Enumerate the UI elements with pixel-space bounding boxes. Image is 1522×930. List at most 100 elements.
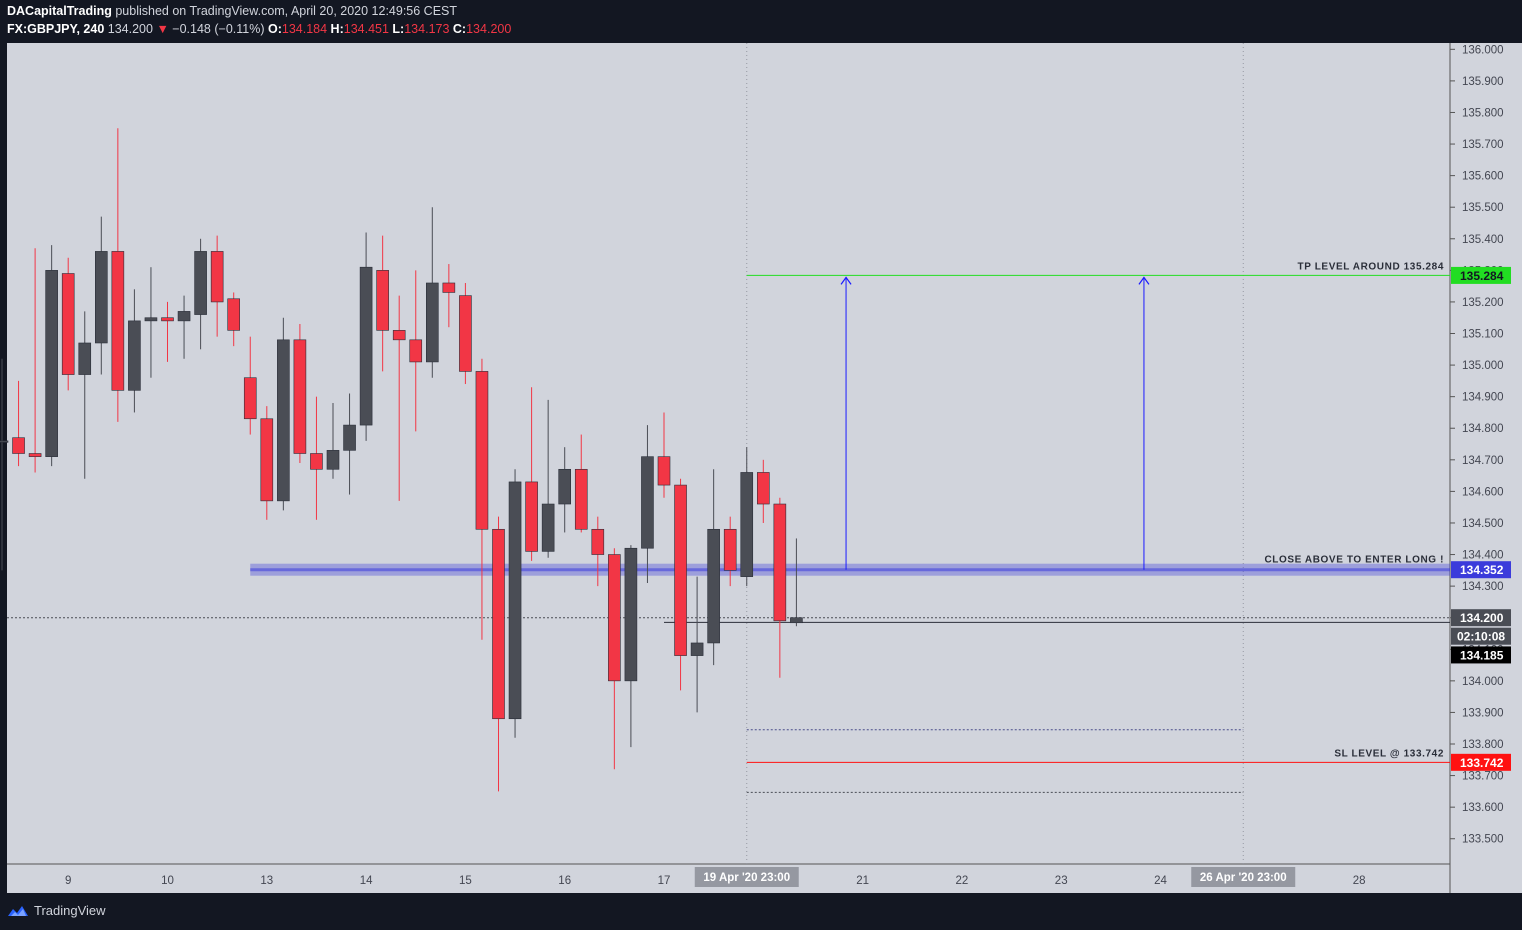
candle[interactable] <box>144 267 158 378</box>
y-tick-label: 134.300 <box>1462 581 1504 593</box>
candle[interactable] <box>475 358 489 640</box>
x-tick-label: 9 <box>65 875 71 887</box>
y-tick-label: 133.900 <box>1462 707 1504 719</box>
candle[interactable] <box>260 406 274 520</box>
candle[interactable] <box>442 264 456 328</box>
candle[interactable] <box>674 478 687 691</box>
y-tick-label: 135.100 <box>1462 329 1504 341</box>
sl-price-tag[interactable]: 133.742 <box>1451 753 1511 771</box>
tp-target-arrow[interactable] <box>1138 276 1150 570</box>
candle[interactable] <box>740 447 754 587</box>
x-tick-label: 15 <box>459 875 472 887</box>
candle-body <box>442 282 456 293</box>
candle[interactable] <box>723 516 737 587</box>
candle[interactable] <box>128 289 141 413</box>
candle[interactable] <box>0 358 9 571</box>
time-marker-tag[interactable]: 26 Apr '20 23:00 <box>1191 867 1296 887</box>
candle-body <box>260 418 274 502</box>
candle[interactable] <box>243 336 257 435</box>
time-marker-bg <box>1191 867 1296 887</box>
candle[interactable] <box>392 295 406 501</box>
candle[interactable] <box>525 387 538 561</box>
candle-body <box>293 339 307 454</box>
close-label: C: <box>452 22 467 36</box>
candle[interactable] <box>459 282 472 385</box>
arrow-head <box>840 276 852 285</box>
candle-body <box>591 528 605 555</box>
candle[interactable] <box>326 402 340 479</box>
candle[interactable] <box>61 257 75 391</box>
close-value: 134.200 <box>466 22 512 36</box>
candle[interactable] <box>194 238 207 350</box>
candle[interactable] <box>574 434 588 533</box>
candle[interactable] <box>624 545 638 748</box>
plot-area[interactable] <box>7 43 1450 864</box>
price-axis[interactable] <box>1450 43 1522 864</box>
candle-body <box>161 317 174 322</box>
candle-body <box>128 320 141 391</box>
y-tick-label: 135.200 <box>1462 297 1504 309</box>
candle[interactable] <box>773 497 787 678</box>
sl-price-tag-text: 133.742 <box>1460 756 1504 770</box>
y-tick-label: 135.700 <box>1462 139 1504 151</box>
candle[interactable] <box>376 235 389 372</box>
candle[interactable] <box>12 380 25 467</box>
candle[interactable] <box>790 538 803 627</box>
candle[interactable] <box>591 516 605 587</box>
down-triangle-icon: ▼ <box>156 22 169 36</box>
candle-body <box>608 554 621 682</box>
candle[interactable] <box>641 425 654 583</box>
candle-body <box>459 295 472 372</box>
y-tick-label: 134.900 <box>1462 392 1504 404</box>
candle[interactable] <box>45 245 58 467</box>
y-tick-label: 133.700 <box>1462 771 1504 783</box>
candle[interactable] <box>343 393 356 495</box>
candle[interactable] <box>161 301 174 362</box>
candle[interactable] <box>492 516 505 792</box>
candle-body <box>475 371 489 530</box>
candle[interactable] <box>95 216 108 375</box>
entry-price-tag[interactable]: 134.352 <box>1451 561 1511 579</box>
candle-body <box>111 251 125 391</box>
price-chart[interactable]: TP LEVEL AROUND 135.284 CLOSE ABOVE TO EN… <box>0 0 1522 893</box>
candle-body <box>95 251 108 344</box>
marker-price-tag[interactable]: 134.185 <box>1451 646 1511 664</box>
candle[interactable] <box>425 207 439 378</box>
candle[interactable] <box>657 412 671 498</box>
last-price-tag[interactable]: 134.200 <box>1451 609 1511 627</box>
candle[interactable] <box>227 292 240 347</box>
candle[interactable] <box>277 317 290 511</box>
tp-target-arrow[interactable] <box>840 276 852 570</box>
candle[interactable] <box>608 548 621 770</box>
price-change: −0.148 (−0.11%) <box>172 22 265 36</box>
time-marker-tag[interactable]: 19 Apr '20 23:00 <box>694 867 799 887</box>
symbol-name[interactable]: FX:GBPJPY <box>7 22 77 36</box>
tp-price-tag[interactable]: 135.284 <box>1451 266 1511 284</box>
candle[interactable] <box>293 324 307 463</box>
interval-label[interactable]: 240 <box>83 22 105 36</box>
candle-body <box>392 330 406 341</box>
candle[interactable] <box>210 235 224 337</box>
candle[interactable] <box>409 270 423 432</box>
candle[interactable] <box>359 232 373 441</box>
tp-level-label: TP LEVEL AROUND 135.284 <box>1298 261 1444 272</box>
candle[interactable] <box>558 447 572 533</box>
candle-body <box>508 481 522 720</box>
candle[interactable] <box>707 469 720 666</box>
candle[interactable] <box>541 399 555 558</box>
tradingview-logo[interactable]: TradingView <box>7 903 106 918</box>
candle[interactable] <box>508 469 522 738</box>
candle-body <box>277 339 290 502</box>
candle[interactable] <box>310 396 323 520</box>
candle[interactable] <box>690 576 704 713</box>
candle[interactable] <box>756 459 770 523</box>
chart-header: DACapitalTrading published on TradingVie… <box>0 0 1522 43</box>
entry-price-tag-bg <box>1451 561 1511 579</box>
sl-level-label: SL LEVEL @ 133.742 <box>1334 748 1444 759</box>
candle[interactable] <box>28 248 42 473</box>
author-name[interactable]: DACapitalTrading <box>7 4 112 18</box>
candle[interactable] <box>177 295 191 359</box>
y-tick-label: 135.800 <box>1462 107 1504 119</box>
candle[interactable] <box>111 128 125 422</box>
candle[interactable] <box>78 311 92 479</box>
